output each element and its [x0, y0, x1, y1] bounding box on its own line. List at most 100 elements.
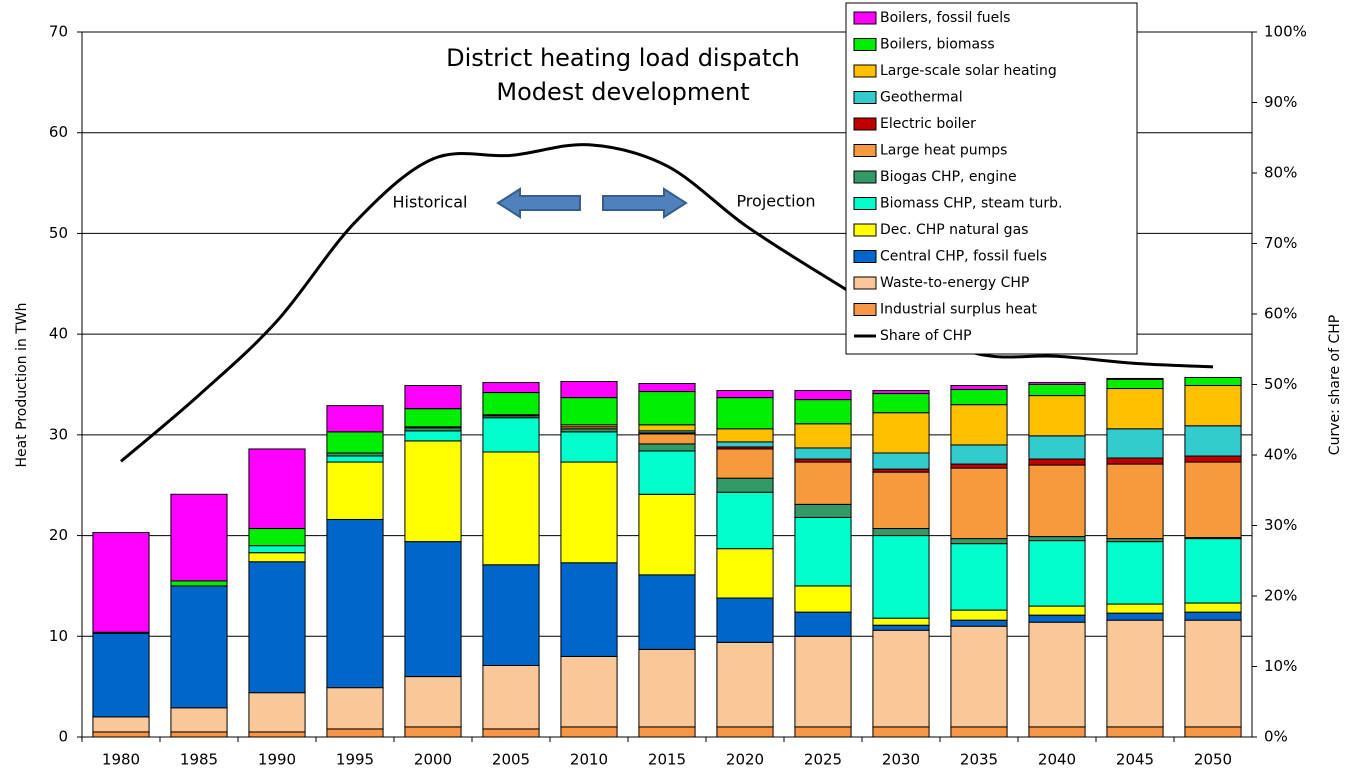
- y-tick-label: 10: [49, 627, 68, 645]
- legend-swatch: [853, 38, 877, 51]
- legend-label: Boilers, biomass: [880, 37, 995, 53]
- bar-segment: [248, 692, 306, 733]
- bar-segment: [872, 390, 930, 395]
- bar-segment: [716, 477, 774, 493]
- y2-tick-label: 100%: [1264, 23, 1307, 41]
- bar-segment: [482, 664, 540, 730]
- bar-segment: [404, 676, 462, 728]
- legend-swatch: [853, 223, 877, 237]
- bar-segment: [638, 493, 696, 576]
- bar-segment: [638, 382, 696, 393]
- legend-box: [845, 2, 1138, 355]
- legend-label: Large heat pumps: [880, 143, 1007, 159]
- bar-segment: [170, 580, 228, 587]
- chp-share-line: [120, 143, 1214, 463]
- bar-segment: [1106, 378, 1164, 390]
- bar-segment: [950, 444, 1008, 465]
- y-tick-label: 50: [49, 224, 68, 242]
- bar-segment: [1184, 385, 1242, 427]
- bar-segment: [1106, 619, 1164, 728]
- bar-segment: [1028, 605, 1086, 616]
- y2-tick-label: 80%: [1264, 164, 1297, 182]
- x-tick-label: 1980: [102, 751, 140, 769]
- y-axis-label: Heat Production in TWh: [14, 302, 30, 467]
- bar-segment: [170, 493, 228, 582]
- bar-segment: [950, 625, 1008, 728]
- bar-segment: [1028, 381, 1086, 386]
- bar-segment: [872, 535, 930, 619]
- bar-segment: [950, 609, 1008, 621]
- legend-swatch: [853, 170, 877, 184]
- x-tick-label: 1995: [336, 751, 374, 769]
- bar-segment: [482, 728, 540, 738]
- x-tick-label: 1990: [258, 751, 296, 769]
- bar-segment: [1028, 614, 1086, 623]
- legend-label: Biomass CHP, steam turb.: [880, 196, 1062, 212]
- bar-segment: [1106, 457, 1164, 465]
- bar-segment: [248, 731, 306, 738]
- bar-segment: [1028, 464, 1086, 538]
- x-tick-label: 2020: [726, 751, 764, 769]
- y2-tick-label: 50%: [1264, 375, 1297, 393]
- bar-segment: [950, 404, 1008, 446]
- bar-segment: [638, 443, 696, 452]
- bar-segment: [482, 381, 540, 394]
- bar-segment: [1184, 726, 1242, 738]
- bar-segment: [326, 405, 384, 433]
- y-tick-label: 20: [49, 526, 68, 544]
- bar-segment: [1184, 619, 1242, 728]
- x-tick-label: 2050: [1194, 751, 1232, 769]
- bar-segment: [872, 393, 930, 414]
- bar-segment: [794, 390, 852, 401]
- bar-segment: [170, 585, 228, 709]
- bar-segment: [1184, 602, 1242, 613]
- bar-segment: [794, 611, 852, 637]
- legend-swatch: [853, 11, 877, 25]
- x-tick-label: 2030: [882, 751, 920, 769]
- bar-segment: [326, 455, 384, 463]
- bar-segment: [1184, 376, 1242, 387]
- bar-segment: [638, 648, 696, 728]
- bar-segment: [248, 528, 306, 547]
- bar-segment: [638, 433, 696, 445]
- bar-segment: [950, 726, 1008, 738]
- bar-segment: [1028, 435, 1086, 460]
- y-tick-label: 40: [49, 325, 68, 343]
- bar-segment: [1184, 611, 1242, 621]
- bar-segment: [404, 430, 462, 442]
- arrow-right: [602, 187, 688, 219]
- bar-segment: [404, 541, 462, 678]
- bar-segment: [248, 552, 306, 563]
- y-tick-label: 0: [58, 728, 68, 746]
- bar-segment: [950, 385, 1008, 391]
- bar-segment: [716, 641, 774, 728]
- bar-segment: [716, 441, 774, 448]
- bar-segment: [638, 450, 696, 495]
- y2-tick-label: 20%: [1264, 587, 1297, 605]
- bar-segment: [794, 726, 852, 738]
- bar-segment: [950, 467, 1008, 540]
- legend-label: Geothermal: [880, 90, 963, 106]
- chart-subtitle: Modest development: [496, 78, 749, 106]
- bar-segment: [404, 408, 462, 428]
- bar-segment: [482, 392, 540, 416]
- bar-segment: [794, 516, 852, 587]
- bar-segment: [1106, 541, 1164, 605]
- bar-segment: [248, 561, 306, 694]
- bar-segment: [560, 431, 618, 463]
- x-tick-label: 1985: [180, 751, 218, 769]
- bar-segment: [794, 399, 852, 425]
- bar-segment: [404, 440, 462, 543]
- bar-segment: [404, 385, 462, 410]
- bar-segment: [1028, 384, 1086, 397]
- x-tick-label: 2035: [960, 751, 998, 769]
- legend-swatch: [853, 250, 877, 263]
- bar-segment: [326, 431, 384, 454]
- bar-segment: [716, 390, 774, 399]
- bar-segment: [170, 731, 228, 738]
- legend-label: Large-scale solar heating: [880, 63, 1057, 79]
- bar-segment: [950, 389, 1008, 406]
- bar-segment: [872, 726, 930, 738]
- bar-segment: [716, 726, 774, 738]
- bar-segment: [92, 731, 150, 738]
